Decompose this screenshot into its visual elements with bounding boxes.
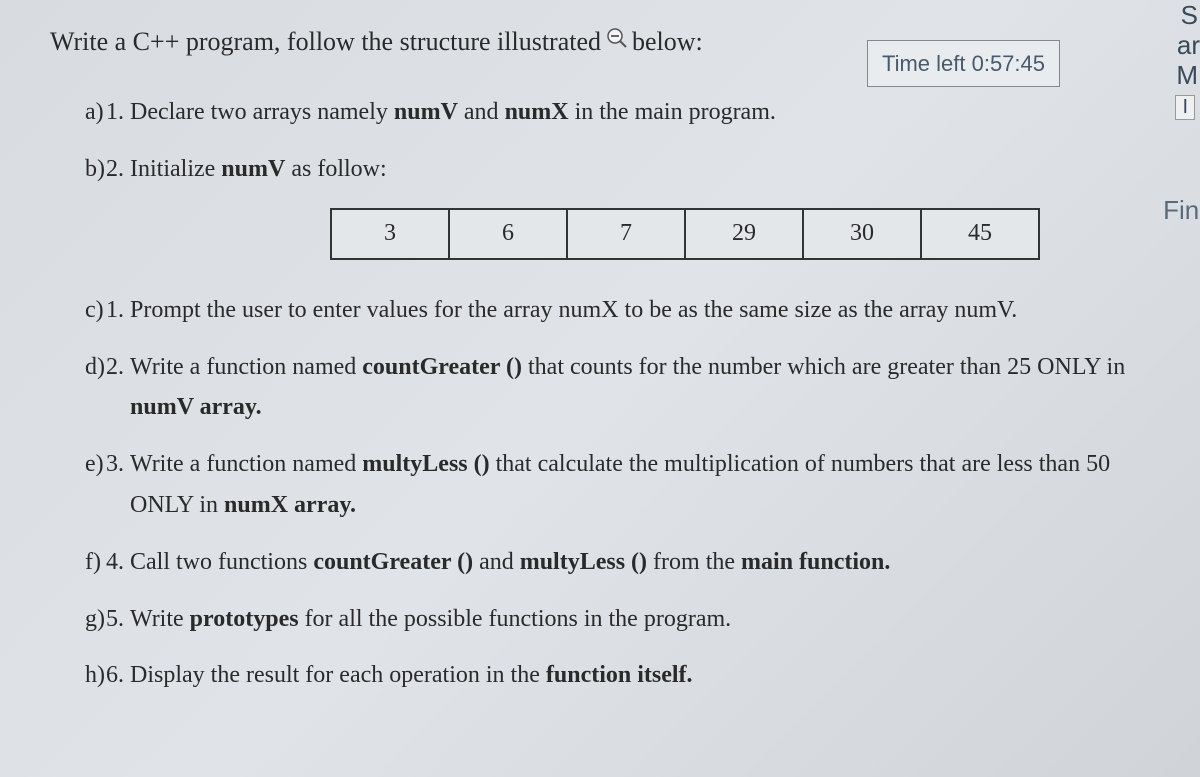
item-g-bold1: prototypes xyxy=(190,606,299,632)
marker-g: g) xyxy=(85,599,105,640)
item-b-bold1: numV xyxy=(221,156,285,182)
item-d: d) Write a function named countGreater (… xyxy=(130,347,1165,429)
item-d-bold1: countGreater () xyxy=(362,354,522,380)
item-a-pre: Declare two arrays namely xyxy=(130,99,394,125)
marker-e: e) xyxy=(85,444,104,485)
marker-a: a) xyxy=(85,92,104,133)
intro-part1: Write a C++ program, follow the structur… xyxy=(50,27,601,56)
item-f-bold3: main function. xyxy=(741,549,890,575)
fragment-finis: Finis xyxy=(1165,195,1200,226)
fragment-bar: I xyxy=(1175,95,1195,120)
item-d-mid: that counts for the number which are gre… xyxy=(522,354,1125,380)
item-d-pre: Write a function named xyxy=(130,354,362,380)
fragment-m: M xyxy=(1176,60,1198,91)
marker-d: d) xyxy=(85,347,105,388)
question-content: Write a C++ program, follow the structur… xyxy=(0,0,1200,732)
item-f-pre: Call two functions xyxy=(130,549,313,575)
item-g: g) Write prototypes for all the possible… xyxy=(130,599,1165,640)
item-e-bold1: multyLess () xyxy=(362,451,489,477)
item-a-post: in the main program. xyxy=(569,99,776,125)
array-cell-5: 45 xyxy=(921,209,1039,259)
item-e-bold2: numX array. xyxy=(224,492,356,518)
marker-h: h) xyxy=(85,655,105,696)
item-f: f) Call two functions countGreater () an… xyxy=(130,542,1165,583)
item-c-text: Prompt the user to enter values for the … xyxy=(130,297,1017,323)
fragment-s: S xyxy=(1181,0,1198,31)
item-b-post: as follow: xyxy=(285,156,386,182)
item-g-post: for all the possible functions in the pr… xyxy=(299,606,732,632)
item-h-bold1: function itself. xyxy=(546,662,693,688)
item-b: b) Initialize numV as follow: xyxy=(130,149,1165,190)
item-b-pre: Initialize xyxy=(130,156,221,182)
timer-display: Time left 0:57:45 xyxy=(867,40,1060,87)
array-cell-4: 30 xyxy=(803,209,921,259)
marker-b: b) xyxy=(85,149,105,190)
item-h-pre: Display the result for each operation in… xyxy=(130,662,546,688)
fragment-ar: ar xyxy=(1177,30,1200,61)
array-cell-0: 3 xyxy=(331,209,449,259)
question-list-2: c) Prompt the user to enter values for t… xyxy=(50,290,1170,696)
array-cell-2: 7 xyxy=(567,209,685,259)
item-e: e) Write a function named multyLess () t… xyxy=(130,444,1165,526)
numv-array-table: 3 6 7 29 30 45 xyxy=(330,208,1040,260)
item-a: a) Declare two arrays namely numV and nu… xyxy=(130,92,1165,133)
item-c: c) Prompt the user to enter values for t… xyxy=(130,290,1165,331)
item-a-mid: and xyxy=(458,99,505,125)
array-cell-3: 29 xyxy=(685,209,803,259)
item-d-bold2: numV array. xyxy=(130,394,262,420)
zoom-out-icon[interactable] xyxy=(606,14,628,58)
item-a-bold2: numX xyxy=(505,99,569,125)
item-f-post: from the xyxy=(647,549,741,575)
item-h: h) Display the result for each operation… xyxy=(130,655,1165,696)
cutoff-sidebar-fragments: S ar M I Finis xyxy=(1165,0,1200,777)
marker-c: c) xyxy=(85,290,104,331)
intro-part2: below: xyxy=(632,27,703,56)
item-f-mid: and xyxy=(473,549,520,575)
question-list: a) Declare two arrays namely numV and nu… xyxy=(50,92,1170,190)
marker-f: f) xyxy=(85,542,101,583)
table-row: 3 6 7 29 30 45 xyxy=(331,209,1039,259)
item-f-bold2: multyLess () xyxy=(520,549,647,575)
item-f-bold1: countGreater () xyxy=(313,549,473,575)
item-a-bold1: numV xyxy=(394,99,458,125)
item-g-pre: Write xyxy=(130,606,190,632)
array-cell-1: 6 xyxy=(449,209,567,259)
item-e-pre: Write a function named xyxy=(130,451,362,477)
